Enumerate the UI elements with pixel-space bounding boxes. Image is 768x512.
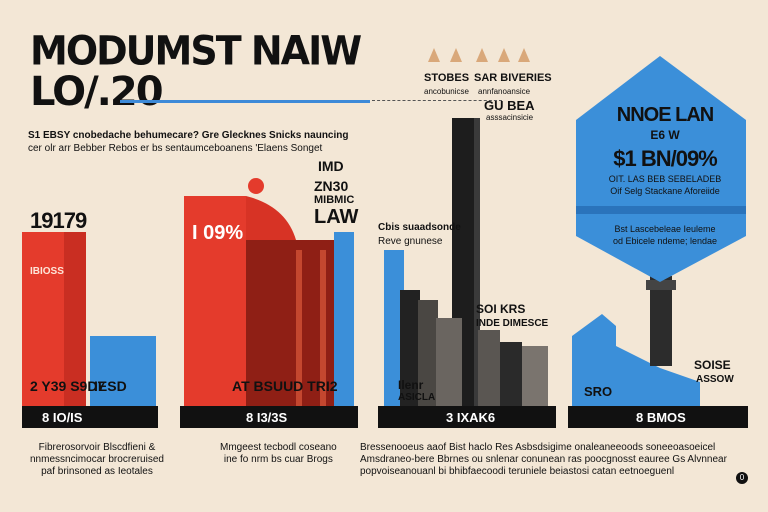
title-rule: [120, 100, 370, 103]
panel-3: [378, 118, 556, 428]
bar-blue-3: [384, 250, 404, 408]
label-gu-bea: GU BEA: [484, 98, 535, 113]
bar-red-1-shade: [64, 232, 86, 408]
panel-2-side-1: IMD: [318, 158, 344, 174]
sign-note-3: Bst Lascebeleae Ieuleme: [614, 224, 716, 234]
panel-1-value: 19179: [30, 208, 87, 233]
panel-2-value: I 09%: [192, 222, 244, 244]
panel-3-mid-2: INDE DIMESCE: [476, 318, 549, 329]
footer-mid-line1: Mmgeest tecbodl coseano: [220, 442, 337, 453]
footer-left-line3: paf brinsoned as Ieotales: [41, 466, 153, 477]
panel-3-band-label: 3 IXAK6: [446, 410, 496, 425]
panel-3-bottom-2: ASICLA: [398, 392, 436, 403]
bar-black-3a: [400, 290, 420, 408]
sign-board: [576, 56, 746, 282]
footer-mid-line2: ine fo nrm bs cuar Brogs: [223, 454, 333, 465]
bar-stripe-2a: [296, 250, 302, 408]
panel-2-side-2: ZN30: [314, 178, 349, 194]
label-stores: STOBES: [424, 72, 470, 84]
footer-right-line3: popvoiseanouanl bi bhibfaecoodi teruniel…: [360, 466, 675, 477]
title-rule-dashed: [372, 100, 502, 101]
figure-icon-4: [498, 48, 510, 62]
sign-title-line1: NNOE LAN: [616, 104, 714, 126]
footer-right-line2: Amsdraneo-bere Bbrnes ou snlenar conunea…: [360, 454, 727, 465]
bar-gray-3a: [418, 300, 438, 408]
figure-icon-3: [476, 48, 488, 62]
panel-2-side-3: MIBMIC: [314, 194, 355, 206]
band-1: [22, 406, 158, 428]
panel-1-bottom-label-blue: IESD: [94, 378, 127, 394]
sign-value: $1 BN/09%: [613, 146, 718, 171]
figure-icon-1: [428, 48, 440, 62]
panel-1-bottom-label: 2 Y39 S9D7: [30, 378, 106, 394]
footer-mid: Mmgeest tecbodl coseano ine fo nrm bs cu…: [220, 442, 337, 466]
sign-hexagon: [576, 56, 746, 282]
bar-blue-2: [334, 232, 354, 408]
sign-post: [650, 276, 672, 366]
subtitle-line2: cer olr arr Bebber Rebos er bs sentaumce…: [28, 143, 323, 154]
band-2: [180, 406, 358, 428]
bar-blue-1: [90, 336, 156, 408]
bar-stripe-2b: [320, 250, 326, 408]
label-bmveries-sub: annfanoansice: [478, 87, 531, 96]
panel-3-mid-1: SOI KRS: [476, 302, 526, 316]
bar-black-3b: [500, 342, 522, 408]
panel-1: [22, 232, 158, 428]
title-line1: MODUMST NAIW: [30, 27, 362, 75]
page-number: 0: [736, 472, 748, 484]
panel-3-top-note-2: Reve gnunese: [378, 236, 443, 247]
footer-left-line2: nnmessncimocar brocreruised: [30, 454, 164, 465]
sign-post-cap: [646, 280, 676, 290]
figure-icons: [428, 48, 530, 62]
panel-1-inner-label: IBIOSS: [30, 266, 64, 277]
panel-4-side-1: SOISE: [694, 358, 731, 372]
sign-title-line2: E6 W: [650, 128, 680, 142]
panel-2-side-4: LAW: [314, 206, 359, 228]
panel-4-bottom-label: SRO: [584, 384, 613, 399]
footer-right-line1: Bressenooeus aaof Bist haclo Res Asbsdsi…: [360, 442, 716, 453]
band-4: [568, 406, 748, 428]
footer-left: Fibrerosorvoir Blscdfieni & nnmessncimoc…: [30, 442, 164, 478]
panel-1-band-label: 8 IO/IS: [42, 410, 83, 425]
bar-darkred-2: [246, 240, 334, 408]
panel-4-side-2: ASSOW: [696, 374, 734, 385]
bar-red-2: [184, 196, 246, 408]
mountain-blue-4: [572, 314, 700, 406]
bar-gray-3b: [436, 318, 462, 408]
figure-icon-5: [518, 48, 530, 62]
subtitle-line1: S1 EBSY cnobedache behumecare? Gre Gleck…: [28, 130, 349, 141]
panel-2: [180, 178, 358, 428]
sign-note-1: OIT. LAS BEB SEBELADEB: [608, 174, 722, 184]
label-bmveries: SAR BIVERIES: [474, 72, 552, 84]
label-gu-bea-sub: asssacinsicie: [486, 113, 534, 122]
panel-3-top-note-1: Cbis suaadsonde: [378, 222, 461, 233]
sign-note-4: od Ebicele ndeme; lendae: [612, 236, 718, 246]
panel-4: [568, 276, 748, 428]
panel-2-band-label: 8 I3/3S: [246, 410, 288, 425]
roof-knob-2: [248, 178, 264, 194]
figure-icon-2: [450, 48, 462, 62]
label-stores-sub: ancobunicse: [424, 87, 469, 96]
sign-stripe: [576, 206, 746, 214]
sign-note-2: Oif Selg Stackane Aforeiide: [610, 186, 720, 196]
panel-2-bottom-label: AT BSUUD TRI2: [232, 378, 338, 394]
footer-left-line1: Fibrerosorvoir Blscdfieni &: [38, 442, 156, 453]
footer-right: Bressenooeus aaof Bist haclo Res Asbsdsi…: [360, 442, 727, 478]
band-3: [378, 406, 556, 428]
bar-gray-3c: [478, 330, 500, 408]
bar-gray-3d: [522, 346, 548, 408]
panel-3-bottom-1: Ilenr: [398, 378, 424, 392]
tower-3-shade: [474, 118, 480, 408]
panel-4-band-label: 8 BMOS: [636, 410, 686, 425]
title-line2: LO/.20: [30, 69, 164, 115]
